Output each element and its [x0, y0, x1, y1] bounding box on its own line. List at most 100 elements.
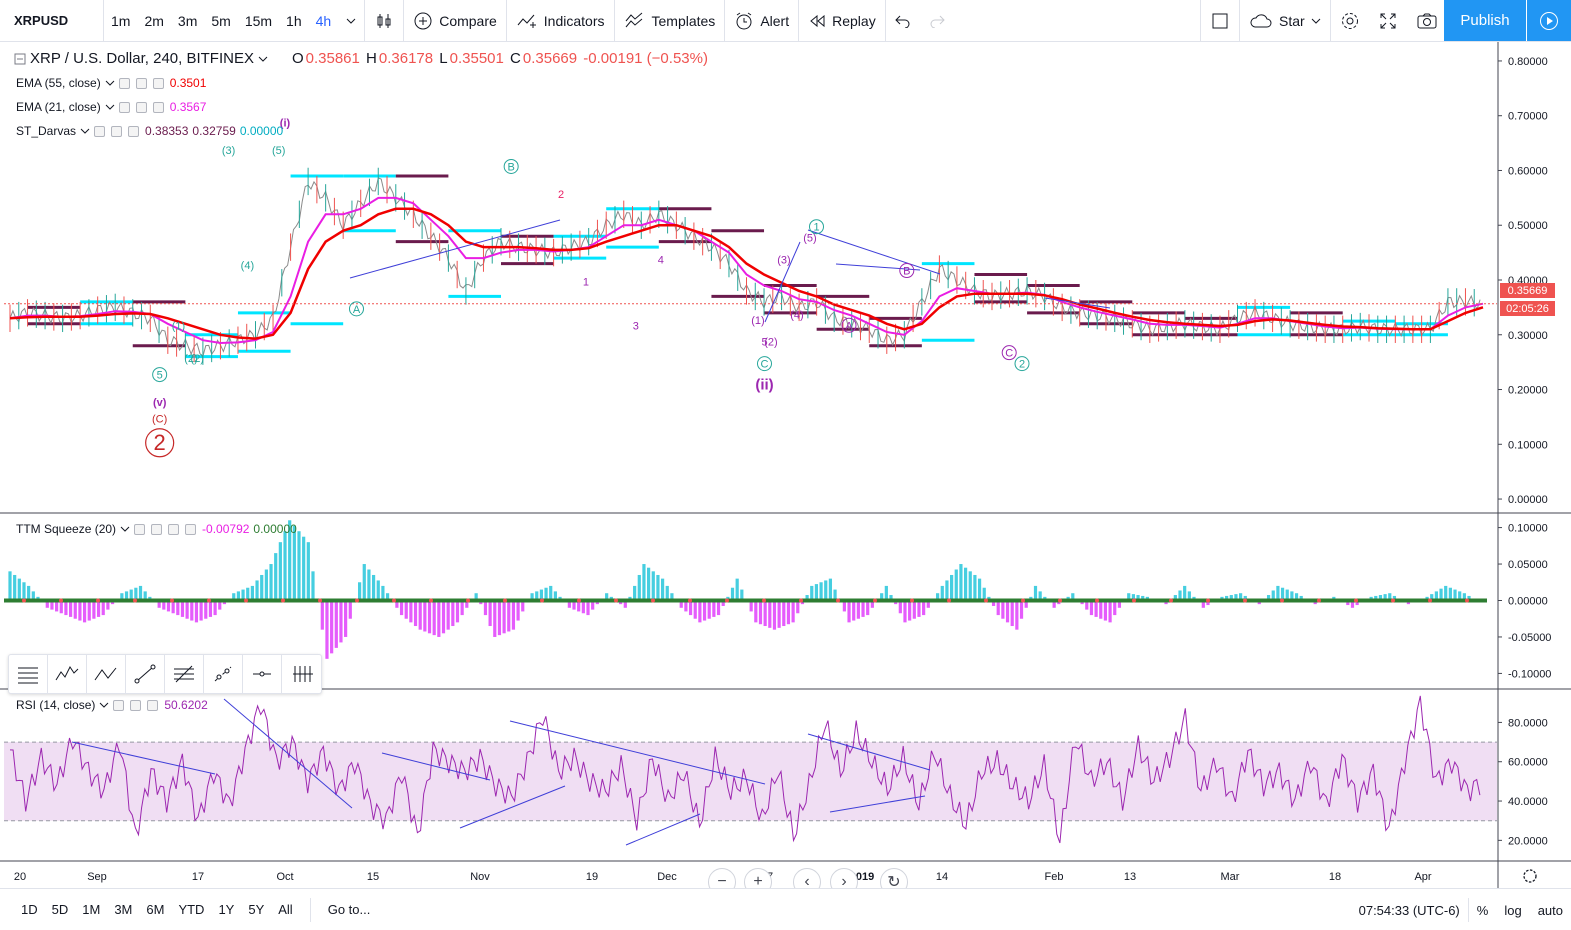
interval-1h[interactable]: 1h	[286, 12, 302, 29]
range-5y[interactable]: 5Y	[248, 902, 265, 917]
rsi-legend[interactable]: RSI (14, close) 50.6202	[16, 698, 208, 712]
collapse-icon[interactable]	[14, 53, 26, 65]
ttm-bar	[190, 600, 194, 621]
ema55-legend[interactable]: EMA (55, close) 0.3501	[16, 76, 206, 90]
range-1m[interactable]: 1M	[82, 902, 101, 917]
price-axis[interactable]: 0.800000.700000.600000.500000.400000.300…	[1498, 56, 1551, 847]
range-6m[interactable]: 6M	[146, 902, 165, 917]
goto-button[interactable]: Go to...	[327, 902, 371, 917]
chart-svg[interactable]: 0.800000.700000.600000.500000.400000.300…	[0, 42, 1571, 892]
gear-icon[interactable]	[1523, 869, 1537, 883]
time-axis[interactable]: 20Sep17Oct15Nov19Dec17201914Feb13Mar18Ap…	[14, 869, 1537, 883]
ttm-bar	[716, 600, 721, 616]
ttm-bar	[455, 600, 460, 623]
interval-15m[interactable]: 15m	[244, 12, 273, 29]
close-icon[interactable]	[152, 101, 164, 113]
eye-icon[interactable]	[118, 101, 130, 113]
save-star-button[interactable]: Star	[1240, 0, 1330, 42]
ttm-bar	[684, 600, 688, 612]
close-icon[interactable]	[152, 77, 164, 89]
price-pane[interactable]	[4, 167, 1497, 365]
gear-icon[interactable]	[135, 101, 147, 113]
ttm-bar	[497, 600, 502, 636]
ttm-bar	[623, 600, 627, 608]
gear-icon[interactable]	[135, 77, 147, 89]
chevron-down-icon[interactable]	[258, 56, 268, 62]
alert-button[interactable]: Alert	[725, 0, 798, 42]
replay-button[interactable]: Replay	[799, 0, 885, 42]
time-tick-label: 19	[586, 871, 598, 883]
drag-handle[interactable]	[9, 655, 48, 693]
toolbar-divider	[724, 0, 726, 42]
ttm-legend[interactable]: TTM Squeeze (20) -0.00792 0.00000	[16, 522, 297, 536]
ttm-squeeze-dot	[1465, 598, 1469, 603]
interval-1m[interactable]: 1m	[111, 12, 131, 29]
ttm-bar	[945, 580, 949, 601]
eye-icon[interactable]	[134, 523, 146, 535]
range-5d[interactable]: 5D	[51, 902, 69, 917]
compare-button[interactable]: Compare	[404, 0, 506, 42]
publish-button[interactable]: Publish	[1444, 0, 1526, 41]
range-3m[interactable]: 3M	[114, 902, 133, 917]
interval-4h[interactable]: 4h	[315, 12, 332, 29]
range-1d[interactable]: 1D	[21, 902, 38, 917]
settings-button[interactable]	[1331, 0, 1369, 42]
eye-icon[interactable]	[94, 125, 106, 137]
snapshot-button[interactable]	[1407, 0, 1447, 42]
eye-icon[interactable]	[118, 77, 130, 89]
braces-icon[interactable]	[168, 523, 180, 535]
square-icon	[1212, 13, 1228, 29]
elliott-impulse-tool[interactable]	[48, 655, 87, 693]
chart-area[interactable]: 0.80000 0.70000 0.60000 0.50000 0.40000 0.300…	[0, 42, 1571, 896]
ttm-bar	[642, 564, 646, 601]
wave-label: 1	[583, 276, 589, 288]
eye-icon[interactable]	[113, 699, 125, 711]
trend-line	[807, 229, 941, 275]
ema21-legend[interactable]: EMA (21, close) 0.3567	[16, 100, 206, 114]
ttm-bar	[866, 600, 870, 616]
wave-circle	[152, 367, 168, 383]
interval-5m[interactable]: 5m	[211, 12, 231, 29]
interval-2m[interactable]: 2m	[144, 12, 164, 29]
ttm-bar	[665, 585, 669, 601]
ttm-bar	[1103, 600, 1108, 621]
redo-button[interactable]	[920, 0, 954, 42]
fib-tool[interactable]	[165, 655, 204, 693]
interval-group: 1m 2m 3m 5m 15m 1h 4h	[104, 0, 338, 42]
gear-icon[interactable]	[130, 699, 142, 711]
gear-icon[interactable]	[111, 125, 123, 137]
ttm-bar	[344, 600, 348, 637]
range-ytd[interactable]: YTD	[178, 902, 205, 917]
interval-dropdown[interactable]	[338, 0, 364, 42]
gear-icon[interactable]	[151, 523, 163, 535]
trend-line-tool[interactable]	[126, 655, 165, 693]
auto-toggle[interactable]: auto	[1537, 902, 1563, 918]
log-toggle[interactable]: log	[1504, 902, 1522, 918]
ttm-bar	[1178, 590, 1182, 601]
symbol-search[interactable]: XRPUSD	[0, 0, 104, 42]
range-all[interactable]: All	[278, 902, 293, 917]
templates-button[interactable]: Templates	[615, 0, 725, 42]
countdown-value: 02:05:26	[1506, 302, 1549, 315]
close-icon[interactable]	[128, 125, 140, 137]
indicators-button[interactable]: Indicators	[507, 0, 614, 42]
vertical-lines-tool[interactable]	[282, 655, 321, 693]
layout-button[interactable]	[1201, 0, 1239, 42]
horizontal-line-tool[interactable]	[243, 655, 282, 693]
ttm-bar	[1350, 600, 1355, 608]
ttm-squeeze-dot	[688, 598, 692, 603]
ttm-tick-label: -0.05000	[1508, 632, 1551, 644]
undo-button[interactable]	[886, 0, 920, 42]
clock[interactable]: 07:54:33 (UTC-6)	[1358, 902, 1460, 918]
darvas-legend[interactable]: ST_Darvas 0.38353 0.32759 0.00000	[16, 124, 283, 138]
elliott-correction-tool[interactable]	[87, 655, 126, 693]
range-1y[interactable]: 1Y	[218, 902, 235, 917]
chart-type-button[interactable]	[365, 0, 403, 42]
ray-tool[interactable]	[204, 655, 243, 693]
fullscreen-button[interactable]	[1369, 0, 1407, 42]
play-button[interactable]	[1527, 0, 1571, 41]
close-icon[interactable]	[185, 523, 197, 535]
interval-3m[interactable]: 3m	[177, 12, 198, 29]
close-icon[interactable]	[147, 699, 159, 711]
percent-toggle[interactable]: %	[1476, 902, 1489, 918]
